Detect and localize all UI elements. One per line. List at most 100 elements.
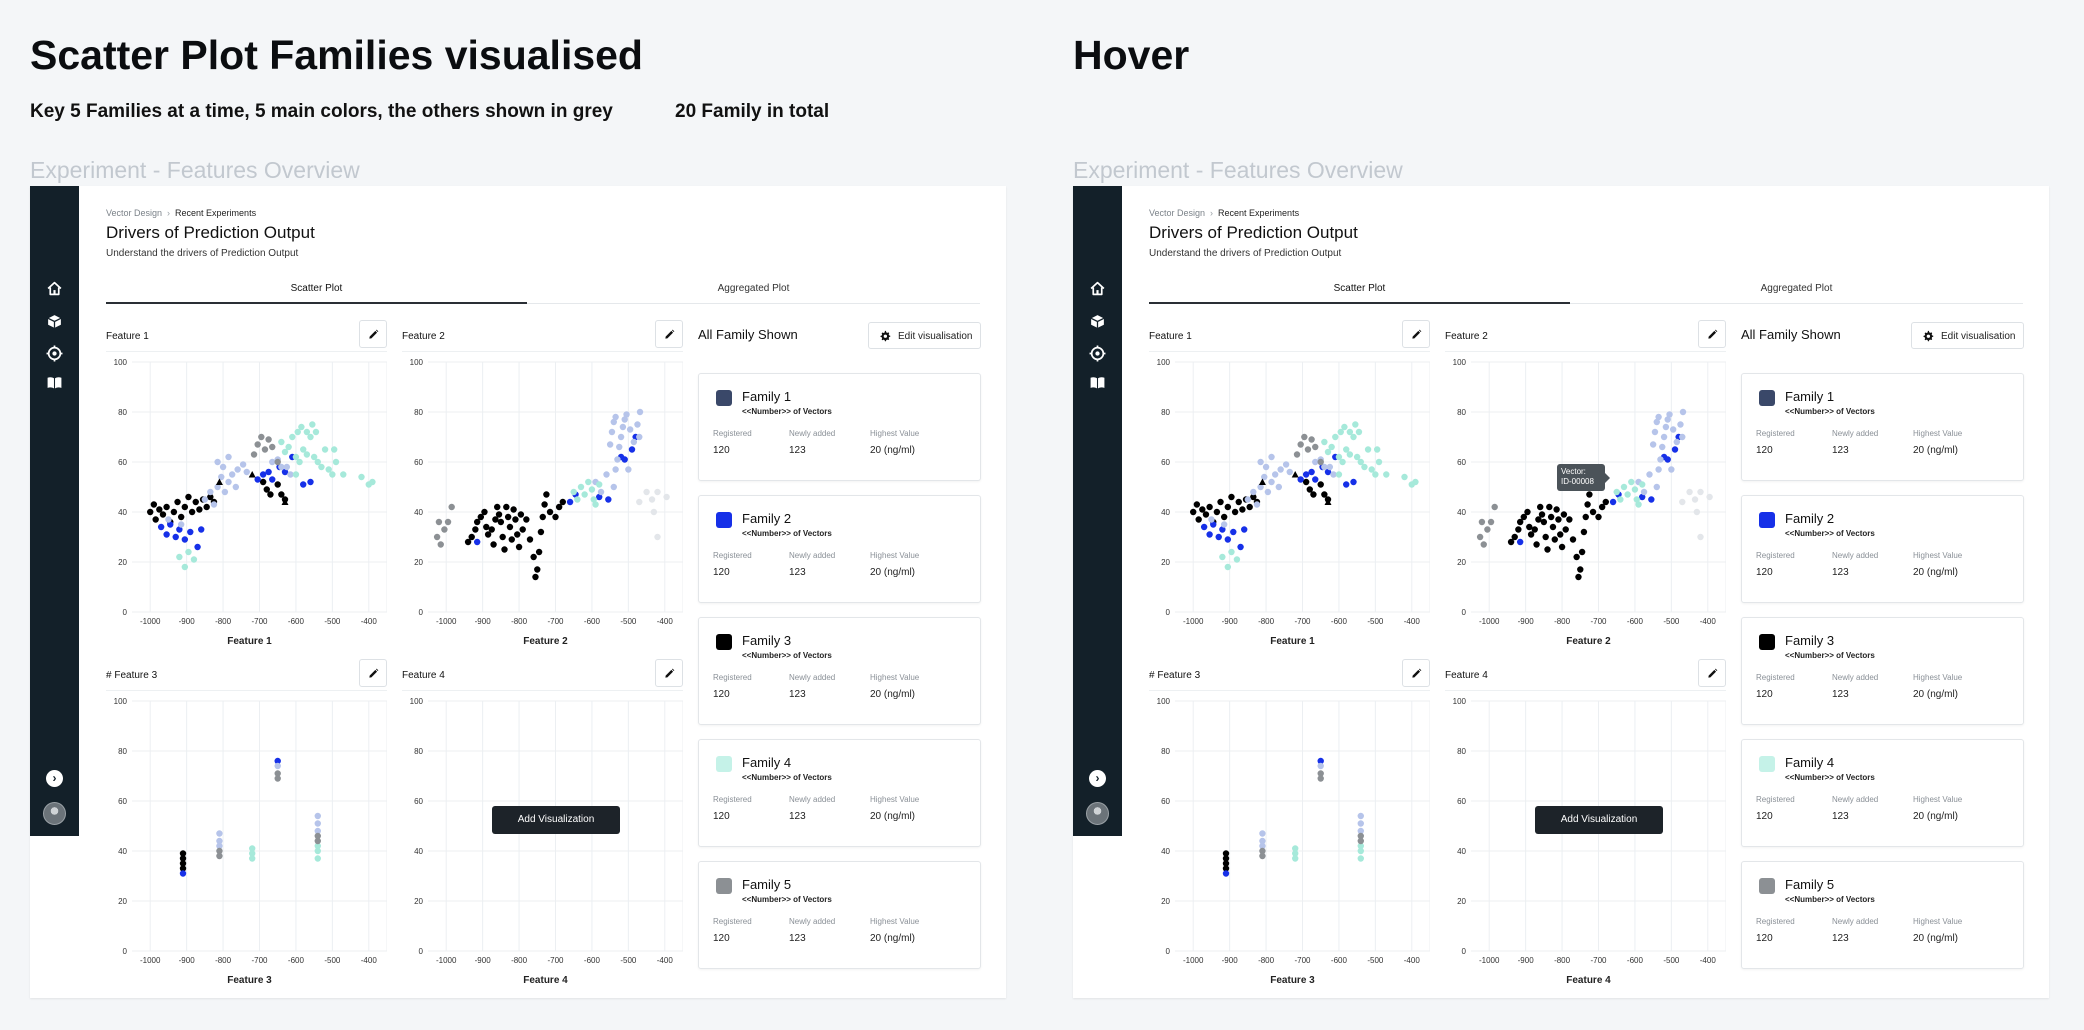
data-point[interactable] <box>1527 531 1535 538</box>
data-point[interactable] <box>1282 461 1290 468</box>
data-point[interactable] <box>1557 531 1564 538</box>
data-point[interactable] <box>497 518 505 526</box>
data-point[interactable] <box>488 526 495 533</box>
data-point[interactable] <box>314 847 321 855</box>
data-point[interactable] <box>541 501 548 508</box>
data-point[interactable] <box>590 496 597 503</box>
data-point[interactable] <box>597 488 605 496</box>
data-point[interactable] <box>307 478 314 486</box>
data-point[interactable] <box>1219 526 1226 533</box>
data-point[interactable] <box>546 508 554 516</box>
book-icon[interactable] <box>1089 374 1106 391</box>
data-point[interactable] <box>495 511 503 518</box>
data-point[interactable] <box>512 516 519 523</box>
data-point[interactable] <box>243 468 250 476</box>
data-point[interactable] <box>172 533 179 541</box>
data-point[interactable] <box>1631 486 1639 493</box>
book-icon[interactable] <box>46 374 63 391</box>
data-point[interactable] <box>1537 503 1544 511</box>
data-point[interactable] <box>1691 496 1699 503</box>
data-point[interactable] <box>1264 488 1272 496</box>
data-point[interactable] <box>1195 516 1202 523</box>
data-point[interactable] <box>1639 493 1646 501</box>
data-point[interactable] <box>625 466 632 473</box>
data-point[interactable] <box>1693 508 1701 516</box>
data-point[interactable] <box>537 528 545 536</box>
data-point[interactable] <box>1292 845 1299 852</box>
data-point[interactable] <box>1679 433 1686 441</box>
data-point[interactable] <box>514 531 521 538</box>
data-point[interactable] <box>663 493 670 501</box>
data-point[interactable] <box>1233 556 1241 563</box>
data-point[interactable] <box>1317 775 1324 782</box>
data-point[interactable] <box>1364 446 1372 453</box>
data-point[interactable] <box>1222 860 1230 867</box>
data-point[interactable] <box>530 553 537 561</box>
edit-visualisation-button[interactable]: Edit visualisation <box>1911 322 2024 349</box>
data-point[interactable] <box>1375 458 1383 466</box>
data-point-marker[interactable] <box>281 498 289 506</box>
data-point[interactable] <box>181 503 189 511</box>
data-point[interactable] <box>1476 533 1484 541</box>
data-point[interactable] <box>1553 506 1560 513</box>
data-point[interactable] <box>278 491 285 498</box>
data-point[interactable] <box>1292 855 1299 862</box>
data-point[interactable] <box>1324 468 1332 476</box>
data-point[interactable] <box>1324 448 1332 456</box>
data-point[interactable] <box>201 496 209 503</box>
data-point[interactable] <box>332 458 340 466</box>
data-point[interactable] <box>1310 491 1317 498</box>
data-point[interactable] <box>1361 463 1368 471</box>
data-point[interactable] <box>1259 842 1266 850</box>
data-point[interactable] <box>1520 513 1528 521</box>
data-point[interactable] <box>1671 446 1679 453</box>
data-point[interactable] <box>506 523 514 531</box>
data-point[interactable] <box>1598 503 1606 511</box>
data-point[interactable] <box>216 847 223 855</box>
tab-aggregated-plot[interactable]: Aggregated Plot <box>717 283 790 294</box>
data-point[interactable] <box>570 488 577 496</box>
data-point[interactable] <box>1507 538 1515 546</box>
data-point[interactable] <box>1317 757 1324 765</box>
data-point[interactable] <box>444 518 452 526</box>
data-point[interactable] <box>636 408 644 416</box>
edit-chart-button[interactable] <box>1698 659 1726 687</box>
data-point[interactable] <box>216 837 223 845</box>
data-point[interactable] <box>464 538 472 546</box>
data-point[interactable] <box>157 523 165 531</box>
data-point[interactable] <box>1668 466 1675 473</box>
data-point[interactable] <box>150 501 158 508</box>
breadcrumb-parent[interactable]: Vector Design <box>106 208 163 218</box>
data-point[interactable] <box>303 428 311 436</box>
data-point[interactable] <box>283 463 291 471</box>
data-point[interactable] <box>1648 496 1655 503</box>
data-point[interactable] <box>196 506 203 513</box>
family-card[interactable]: Family 3 <<Number>> of Vectors Registere… <box>1741 617 2024 725</box>
data-point[interactable] <box>1339 458 1346 466</box>
data-point[interactable] <box>187 528 194 536</box>
data-point[interactable] <box>216 830 223 837</box>
breadcrumb-current[interactable]: Recent Experiments <box>175 208 257 218</box>
data-point[interactable] <box>314 855 321 862</box>
data-point[interactable] <box>494 503 501 511</box>
data-point[interactable] <box>1335 471 1343 478</box>
data-point[interactable] <box>278 463 285 471</box>
data-point[interactable] <box>610 483 617 491</box>
data-point[interactable] <box>1560 511 1568 518</box>
tab-scatter-plot[interactable]: Scatter Plot <box>1149 278 1570 304</box>
data-point[interactable] <box>249 855 256 862</box>
data-point[interactable] <box>588 486 596 493</box>
data-point[interactable] <box>1655 466 1662 473</box>
data-point[interactable] <box>1635 501 1642 508</box>
data-point[interactable] <box>1357 832 1364 840</box>
data-point[interactable] <box>1321 438 1328 446</box>
data-point[interactable] <box>1257 483 1264 491</box>
data-point[interactable] <box>610 418 617 426</box>
data-point[interactable] <box>1555 516 1562 523</box>
data-point[interactable] <box>1516 538 1524 546</box>
data-point[interactable] <box>207 493 214 501</box>
data-point[interactable] <box>617 433 625 441</box>
data-point[interactable] <box>1602 498 1609 506</box>
data-point[interactable] <box>1669 426 1677 433</box>
data-point[interactable] <box>225 453 232 461</box>
